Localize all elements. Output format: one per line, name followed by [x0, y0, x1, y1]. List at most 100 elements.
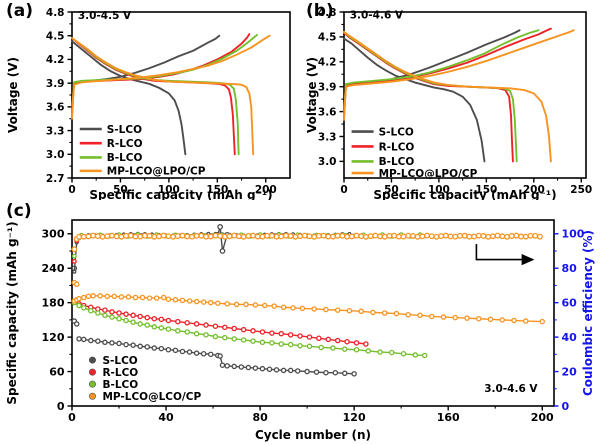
svg-text:60: 60 [49, 365, 65, 378]
svg-text:3.6: 3.6 [318, 106, 337, 118]
y-axis-title: Voltage (V) [6, 57, 20, 133]
svg-text:120: 120 [42, 331, 65, 344]
svg-text:200: 200 [523, 184, 545, 196]
svg-text:R-LCO: R-LCO [102, 367, 138, 379]
svg-text:0: 0 [562, 400, 570, 413]
svg-text:40: 40 [158, 411, 174, 424]
svg-text:S-LCO: S-LCO [102, 355, 137, 367]
series-s-lco-initial-points [71, 265, 80, 327]
svg-text:4.5: 4.5 [46, 31, 65, 43]
svg-text:4.5: 4.5 [318, 32, 337, 44]
x-axis-title: Specific capacity (mAh g⁻¹) [89, 188, 272, 200]
svg-text:250: 250 [570, 184, 592, 196]
y-axis-title: Specific capacity (mAh g⁻¹) [5, 221, 19, 404]
panel-b-chart: 0 50 100 150 200 250 3.0 3.3 3.6 3.9 4.2 4.5 4.8 Spec… [305, 7, 592, 200]
svg-text:3.3: 3.3 [46, 125, 65, 137]
svg-text:3.0: 3.0 [46, 149, 65, 161]
svg-text:MP-LCO@LPO/CP: MP-LCO@LPO/CP [379, 168, 478, 180]
legend: S-LCO R-LCO B-LCO MP-LCO@LPO/CP [79, 124, 206, 178]
series-s-lco-capacity [76, 336, 357, 377]
svg-text:4.8: 4.8 [318, 7, 337, 19]
svg-text:B-LCO: B-LCO [107, 152, 143, 164]
series-s-lco-discharge [71, 40, 187, 156]
y-axis-left: 3.0 3.3 3.6 3.9 4.2 4.5 4.8 [318, 7, 344, 168]
svg-text:80: 80 [562, 262, 578, 275]
series-mp-lco-lpo-cp-discharge [71, 37, 255, 156]
series-s-lco-discharge [343, 37, 486, 163]
annotation-3-0-4-5-v: 3.0-4.5 V [78, 10, 132, 22]
svg-text:50: 50 [113, 184, 128, 196]
svg-text:3.9: 3.9 [46, 78, 65, 90]
panel-b-label: (b) [306, 1, 334, 21]
svg-text:MP-LCO@LPO/CP: MP-LCO@LPO/CP [107, 166, 206, 178]
y-axis-right: 0 20 40 60 80 100 [554, 228, 585, 413]
y-axis-left: 0 60 120 180 240 300 [42, 228, 72, 413]
svg-text:R-LCO: R-LCO [107, 138, 143, 150]
svg-text:50: 50 [384, 184, 399, 196]
y2-axis-title: Coulombic efficiency (%) [581, 230, 595, 396]
svg-text:B-LCO: B-LCO [102, 379, 138, 391]
svg-text:180: 180 [42, 296, 65, 309]
series-mp-lco-lco-cp-capacity [71, 293, 545, 325]
panel-b: (b) 0 50 100 150 200 250 3.0 3.3 3.6 3.9 4.2 4.5 4.8… [300, 0, 600, 200]
svg-text:3.6: 3.6 [46, 102, 65, 114]
svg-text:0: 0 [340, 184, 347, 196]
x-axis: 0 40 80 120 160 200 [68, 406, 554, 424]
x-axis: 0 50 100 150 200 250 [340, 178, 592, 196]
svg-text:0: 0 [57, 400, 65, 413]
svg-text:S-LCO: S-LCO [379, 126, 414, 138]
top-row: (a) 0 50 100 150 200 2.7 3.0 3.3 3.6 3.9 4.2 4.5 4.8… [0, 0, 600, 200]
svg-text:300: 300 [42, 228, 65, 241]
svg-text:3.9: 3.9 [318, 82, 337, 94]
panel-c-chart: 0 40 80 120 160 200 0 60 120 180 240 300 0 20 40 60 80 10… [5, 219, 595, 442]
annotation-3-0-4-6-v: 3.0-4.6 V [484, 383, 538, 395]
svg-text:200: 200 [255, 184, 277, 196]
svg-text:160: 160 [437, 411, 460, 424]
panel-a-chart: 0 50 100 150 200 2.7 3.0 3.3 3.6 3.9 4.2 4.5 4.8 Spec… [6, 7, 291, 200]
series-mp-lco-lpo-cp-discharge [343, 30, 552, 163]
svg-text:3.3: 3.3 [318, 131, 337, 143]
x-axis-title: Specific capacity (mAh g⁻¹) [373, 188, 556, 200]
panel-a: (a) 0 50 100 150 200 2.7 3.0 3.3 3.6 3.9 4.2 4.5 4.8… [0, 0, 300, 200]
panel-c-label: (c) [6, 201, 32, 221]
svg-text:0: 0 [68, 184, 75, 196]
svg-text:B-LCO: B-LCO [379, 156, 415, 168]
svg-text:S-LCO: S-LCO [107, 124, 142, 136]
svg-text:40: 40 [562, 331, 578, 344]
series-mp-lco-lco-cp-initial-points [71, 279, 80, 288]
svg-text:120: 120 [343, 411, 366, 424]
plot-frame [71, 219, 555, 407]
plot-frame [71, 11, 291, 179]
y-axis-left: 2.7 3.0 3.3 3.6 3.9 4.2 4.5 4.8 [46, 7, 72, 185]
svg-text:60: 60 [562, 296, 578, 309]
svg-text:4.2: 4.2 [46, 54, 65, 66]
y-axis-title: Voltage (V) [305, 57, 319, 133]
svg-text:100: 100 [428, 184, 450, 196]
x-axis-title: Cycle number (n) [255, 428, 371, 442]
svg-text:20: 20 [562, 365, 578, 378]
svg-text:4.8: 4.8 [46, 7, 65, 19]
svg-text:MP-LCO@LCO/CP: MP-LCO@LCO/CP [102, 391, 201, 403]
series-r-lco-capacity [71, 299, 369, 347]
series-b-lco-charge [343, 29, 540, 117]
svg-text:80: 80 [252, 411, 268, 424]
x-axis: 0 50 100 150 200 [68, 178, 277, 196]
series-mp-lco-lpo-cp-charge [71, 34, 271, 120]
svg-text:0: 0 [68, 411, 76, 424]
svg-text:240: 240 [42, 262, 65, 275]
svg-text:R-LCO: R-LCO [379, 141, 415, 153]
series-mp-lco-lco-cp-coulombic-efficiency [71, 232, 543, 253]
svg-text:3.0: 3.0 [318, 156, 337, 168]
panel-a-label: (a) [6, 1, 34, 21]
series-mp-lco-lpo-cp-charge [343, 29, 575, 121]
panel-c: (c) 0 40 80 120 160 200 0 60 120 180 240 300 0 20 40 60… [0, 200, 600, 445]
svg-text:150: 150 [475, 184, 497, 196]
svg-text:150: 150 [206, 184, 228, 196]
svg-text:4.2: 4.2 [318, 57, 337, 69]
svg-text:200: 200 [531, 411, 554, 424]
right-axis-arrow [475, 244, 535, 266]
annotation-3-0-4-6-v: 3.0-4.6 V [350, 10, 404, 22]
